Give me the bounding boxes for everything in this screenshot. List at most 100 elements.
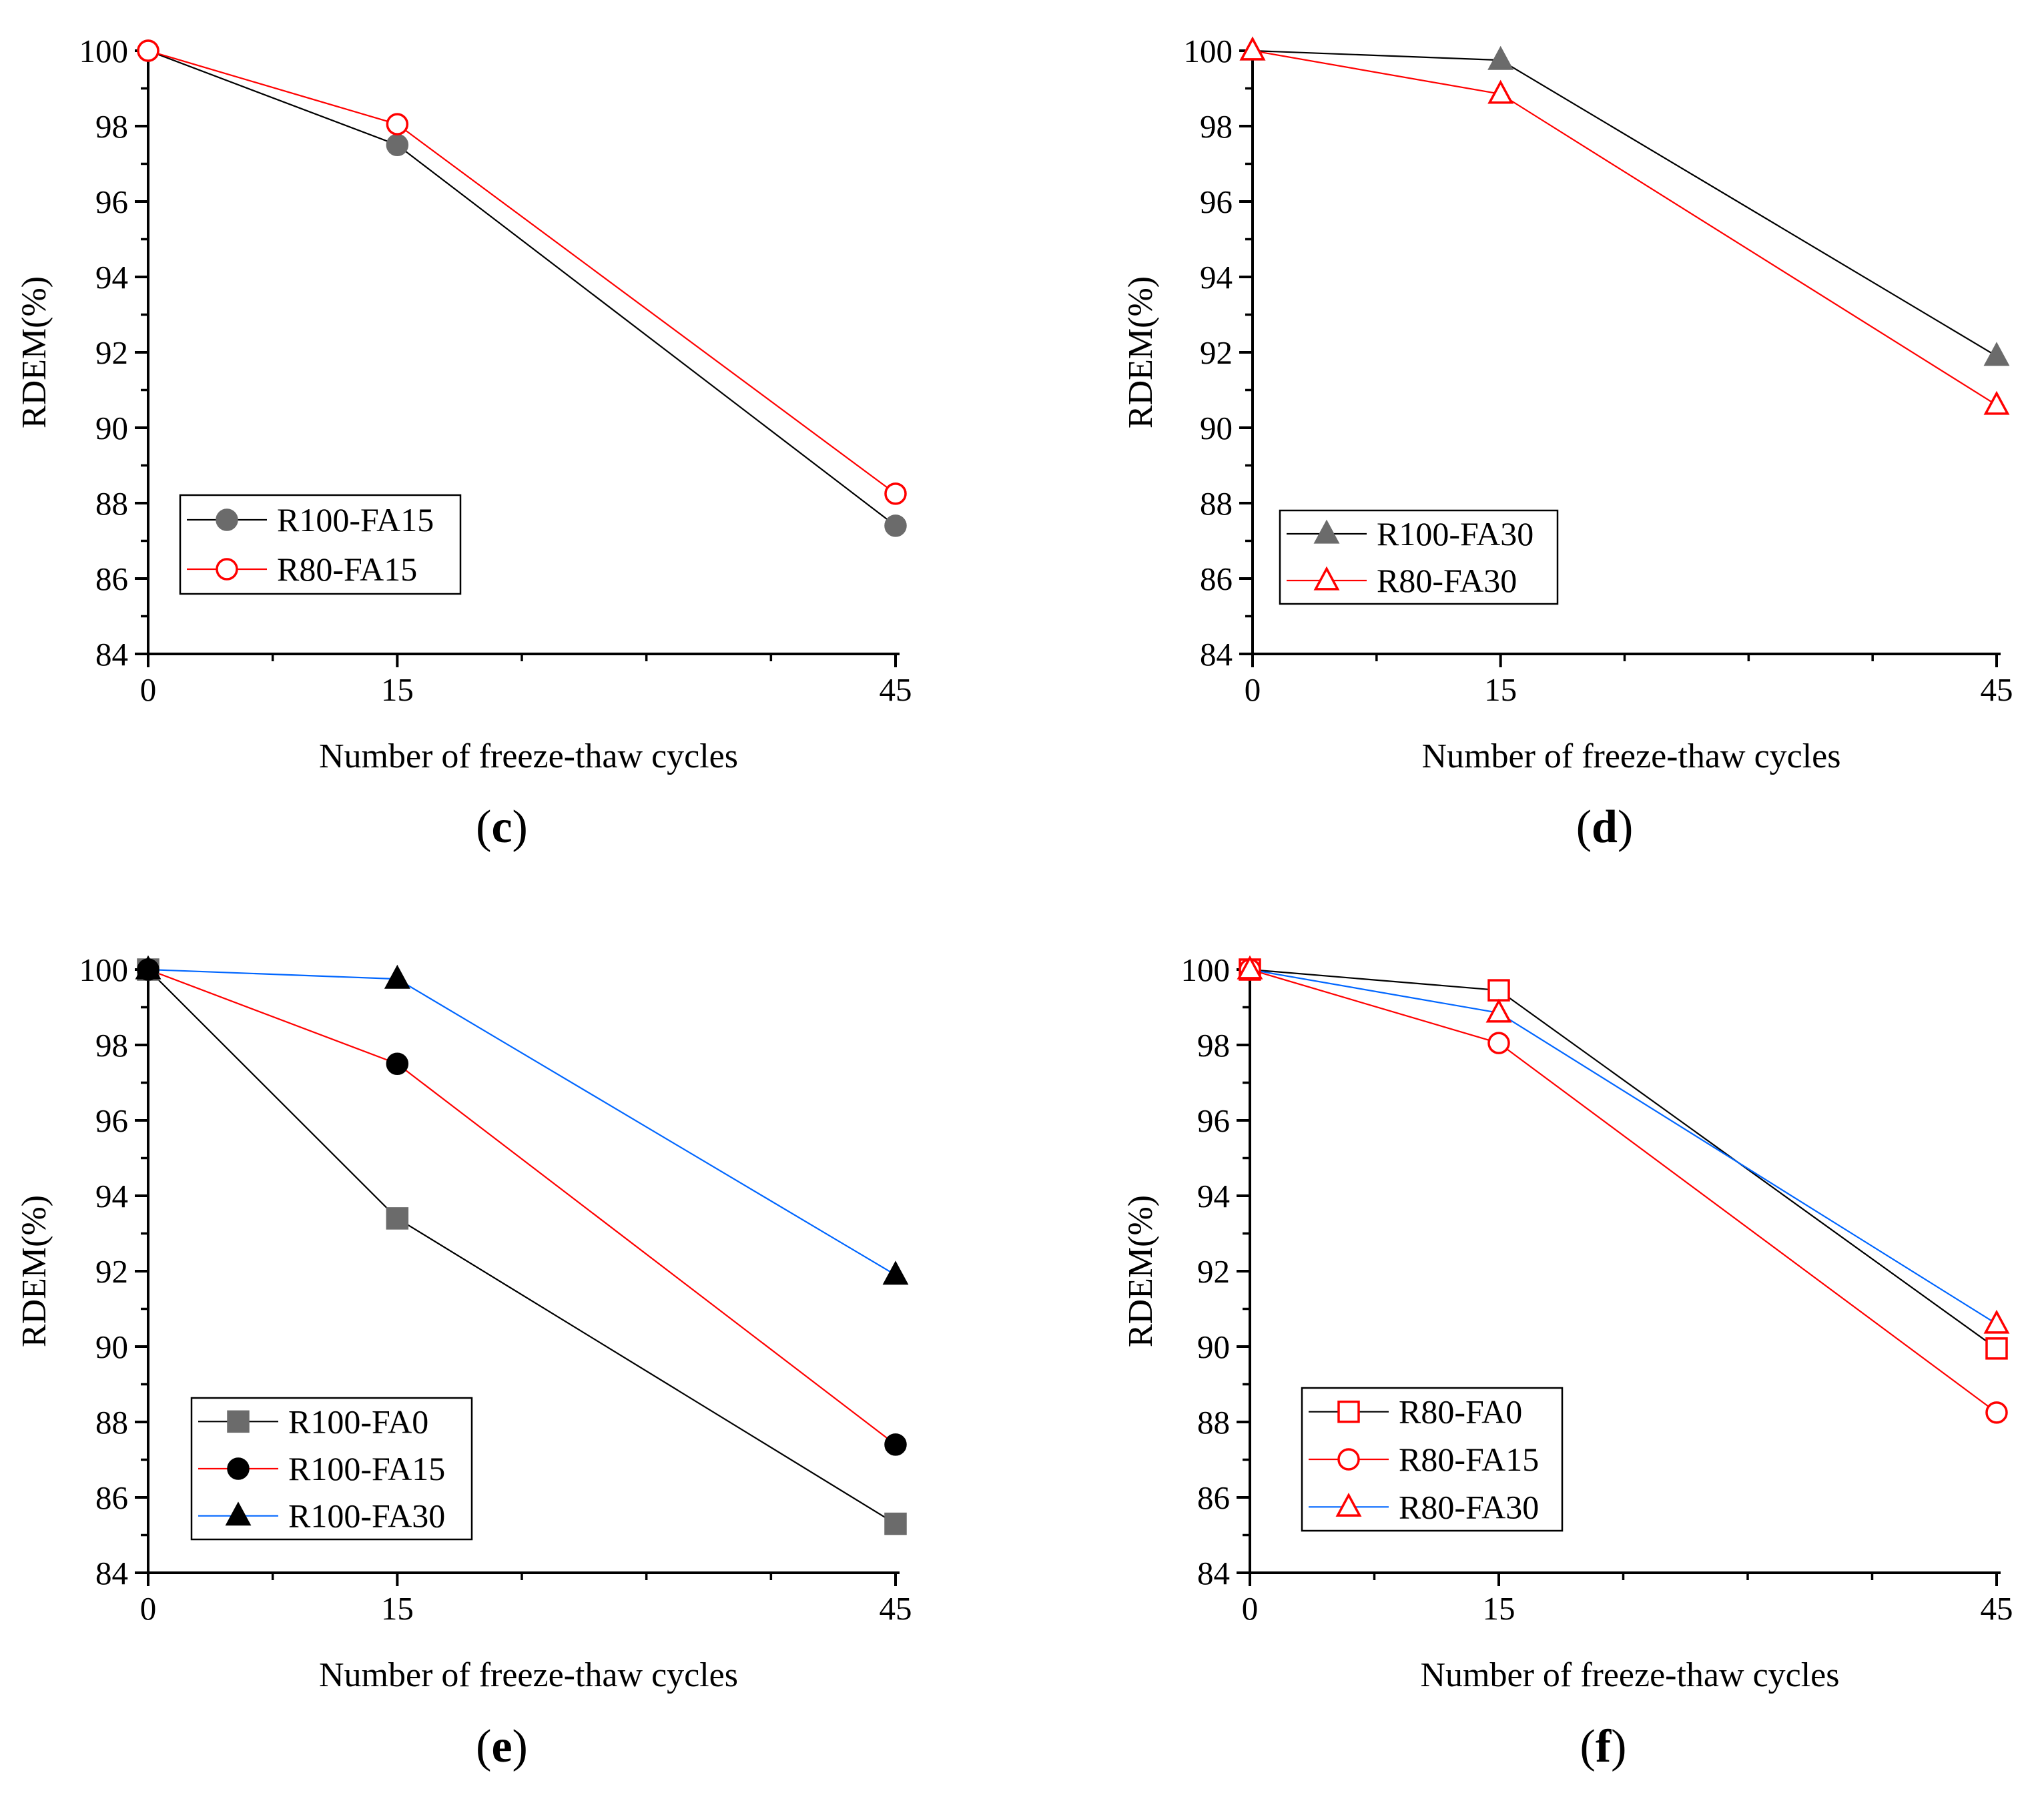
legend-marker-R100-FA0 (227, 1410, 250, 1433)
legend: R100-FA30 R80-FA30 (1279, 509, 1559, 605)
chart-panel-e: 84 86 88 90 92 94 96 98 100 0 15 45 Number of freeze… (15, 952, 912, 1772)
y-tick-label: 98 (1200, 108, 1233, 145)
y-tick-label: 96 (1197, 1102, 1230, 1139)
data-point-R80-FA30 (1239, 36, 1266, 61)
data-point-R80-FA0 (1985, 1337, 2008, 1360)
legend-marker-R80-FA15 (216, 558, 238, 581)
y-tick-label: 100 (1181, 952, 1231, 988)
series-line-R80-FA15 (1249, 968, 1997, 1413)
y-tick-label: 100 (79, 952, 129, 988)
y-axis-title: RDEM(%) (1122, 1195, 1160, 1347)
legend-marker-R80-FA30 (1313, 566, 1340, 591)
chart-panel-c: 84 86 88 90 92 94 96 98 100 0 15 45 Number of freeze… (15, 33, 912, 853)
y-tick-label: 90 (1197, 1329, 1230, 1365)
x-tick-label: 0 (140, 1590, 157, 1627)
data-point-R100-FA30 (384, 964, 410, 989)
y-tick-label: 98 (95, 1027, 128, 1064)
legend-label: R80-FA15 (1399, 1441, 1539, 1478)
legend-marker-R80-FA30 (1335, 1492, 1362, 1517)
data-point-R80-FA30 (1237, 955, 1263, 980)
y-tick-label: 100 (79, 33, 129, 69)
x-axis-title: Number of freeze-thaw cycles (1421, 1656, 1840, 1694)
data-point-R100-FA15 (884, 514, 907, 537)
data-point-R100-FA30 (882, 1260, 909, 1285)
x-tick-label: 45 (880, 1590, 912, 1627)
y-tick-label: 94 (95, 259, 128, 296)
series-line-R100-FA30 (1252, 49, 1997, 357)
y-axis-title: RDEM(%) (15, 1195, 53, 1347)
y-tick-label: 84 (95, 636, 128, 673)
x-tick-label: 15 (381, 671, 414, 708)
y-tick-label: 98 (1197, 1027, 1230, 1064)
y-tick-label: 86 (1197, 1479, 1230, 1516)
series-line-R80-FA0 (1249, 968, 1997, 1349)
legend-marker-R100-FA15 (216, 508, 238, 531)
legend-label: R100-FA15 (277, 501, 434, 538)
series-line-R80-FA30 (1249, 968, 1997, 1325)
y-tick-label: 98 (95, 108, 128, 145)
y-axis-title: RDEM(%) (15, 276, 53, 428)
legend-label: R100-FA30 (1377, 515, 1534, 553)
data-point-R80-FA15 (1487, 1032, 1510, 1054)
data-point-R80-FA15 (137, 39, 159, 62)
x-tick-label: 0 (1242, 1590, 1259, 1627)
series-line-R100-FA15 (147, 968, 896, 1445)
y-tick-label: 86 (1200, 561, 1233, 597)
data-point-R100-FA15 (386, 1052, 409, 1075)
legend-marker-R100-FA30 (1313, 519, 1340, 544)
x-tick-label: 45 (1981, 671, 2013, 708)
data-point-R100-FA15 (884, 1433, 907, 1456)
legend-label: R80-FA30 (1399, 1488, 1539, 1525)
series-line-R80-FA30 (1252, 49, 1997, 406)
series-line-R100-FA15 (147, 49, 896, 526)
y-tick-label: 90 (1200, 410, 1233, 446)
series-line-R80-FA15 (147, 49, 896, 494)
y-tick-label: 96 (95, 1102, 128, 1139)
panel-caption: (f) (1580, 1721, 1627, 1772)
y-tick-label: 94 (95, 1178, 128, 1214)
x-tick-label: 45 (1981, 1590, 2013, 1627)
data-point-R80-FA30 (1983, 390, 2010, 415)
series-line-R100-FA30 (147, 968, 896, 1276)
legend-marker-R80-FA0 (1337, 1400, 1360, 1423)
y-tick-label: 100 (1184, 33, 1233, 69)
legend-label: R100-FA30 (288, 1497, 445, 1535)
y-tick-label: 90 (95, 1329, 128, 1365)
y-tick-label: 92 (95, 1253, 128, 1290)
x-tick-label: 15 (1483, 1590, 1515, 1627)
y-tick-label: 90 (95, 410, 128, 446)
x-axis-title: Number of freeze-thaw cycles (319, 737, 738, 775)
chart-panel-f: 84 86 88 90 92 94 96 98 100 0 15 45 Number of freeze… (1122, 952, 2013, 1772)
data-point-R100-FA30 (1487, 45, 1514, 70)
y-tick-label: 86 (95, 561, 128, 597)
y-tick-label: 84 (1197, 1555, 1230, 1591)
panel-caption: (e) (476, 1721, 528, 1772)
y-tick-label: 88 (95, 485, 128, 522)
legend-label: R80-FA30 (1377, 562, 1517, 599)
data-point-R80-FA0 (1487, 979, 1510, 1002)
data-point-R80-FA30 (1983, 1309, 2010, 1334)
x-tick-label: 0 (140, 671, 157, 708)
legend: R100-FA0 R100-FA15 R100-FA30 (190, 1397, 473, 1541)
legend-marker-R100-FA30 (225, 1501, 252, 1526)
legend-label: R100-FA15 (288, 1450, 445, 1487)
data-point-R80-FA15 (386, 113, 409, 135)
panel-caption: (d) (1576, 801, 1634, 853)
legend-marker-R80-FA15 (1337, 1448, 1360, 1471)
data-point-R100-FA15 (386, 133, 409, 156)
legend-label: R80-FA15 (277, 551, 417, 588)
x-tick-label: 15 (381, 1590, 414, 1627)
data-point-R100-FA30 (1983, 342, 2010, 366)
y-tick-label: 86 (95, 1479, 128, 1516)
y-tick-label: 88 (1197, 1404, 1230, 1441)
chart-panel-d: 84 86 88 90 92 94 96 98 100 0 15 45 Number of freeze… (1122, 33, 2013, 853)
panel-caption: (c) (476, 801, 528, 853)
x-tick-label: 0 (1245, 671, 1261, 708)
legend: R100-FA15 R80-FA15 (179, 494, 462, 595)
data-point-R80-FA15 (1985, 1401, 2008, 1424)
data-point-R80-FA30 (1487, 79, 1514, 104)
y-tick-label: 92 (1200, 334, 1233, 371)
y-tick-label: 94 (1200, 259, 1233, 296)
x-axis-title: Number of freeze-thaw cycles (1422, 737, 1841, 775)
